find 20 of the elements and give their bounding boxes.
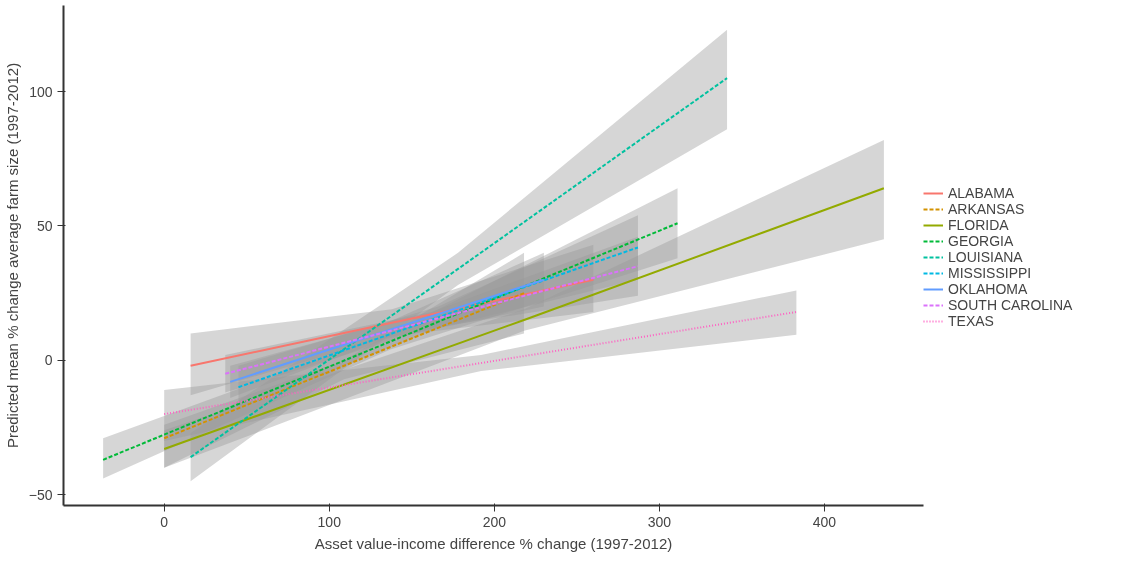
y-axis-title: Predicted mean % change average farm size (1997-2012)	[3, 62, 21, 449]
x-tick-label: 300	[647, 513, 672, 530]
legend-label: SOUTH CAROLINA	[948, 297, 1073, 313]
legend-label: LOUISIANA	[948, 249, 1023, 265]
x-tick-label: 200	[482, 513, 507, 530]
x-tick-label: 0	[160, 513, 169, 530]
x-tick-label: 400	[812, 513, 837, 530]
legend-label: ALABAMA	[948, 185, 1015, 201]
y-tick-label: −50	[28, 486, 53, 503]
legend-label: TEXAS	[948, 313, 994, 329]
x-axis-title: Asset value-income difference % change (1997-2012)	[314, 534, 673, 552]
legend-label: FLORIDA	[948, 217, 1009, 233]
y-tick-label: 0	[44, 352, 53, 369]
legend-label: OKLAHOMA	[948, 281, 1028, 297]
legend-label: GEORGIA	[948, 233, 1014, 249]
legend-label: MISSISSIPPI	[948, 265, 1032, 281]
y-tick-label: 50	[36, 217, 53, 234]
y-tick-label: 100	[29, 83, 53, 100]
x-tick-label: 100	[317, 513, 342, 530]
legend-label: ARKANSAS	[948, 201, 1025, 217]
